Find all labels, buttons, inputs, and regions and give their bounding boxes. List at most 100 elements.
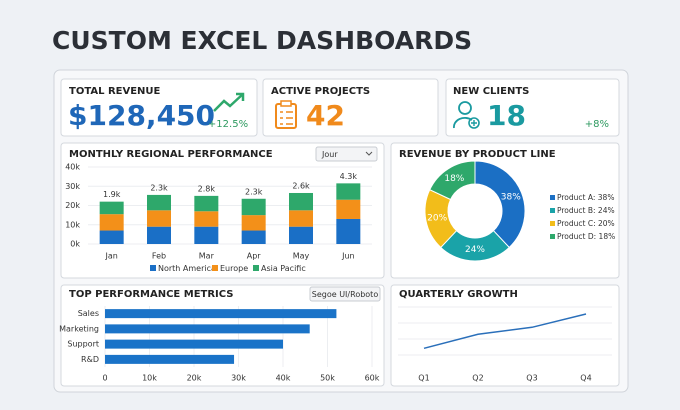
- legend-swatch: [550, 208, 555, 213]
- x-tick-label: Q3: [526, 374, 537, 383]
- donut-slice: [429, 160, 476, 201]
- legend-label: Product C: 20%: [557, 219, 615, 228]
- legend-label: North America: [158, 264, 216, 273]
- client-icon: [471, 120, 477, 126]
- total-label: 2.6k: [292, 181, 310, 190]
- bar-segment: [241, 215, 266, 231]
- bar-segment: [241, 198, 266, 216]
- legend-label: Product B: 24%: [557, 206, 615, 215]
- bar-segment: [241, 230, 266, 244]
- x-tick-label: Jan: [104, 252, 117, 261]
- client-icon: [458, 101, 472, 115]
- x-tick-label: 10k: [142, 374, 157, 383]
- total-label: 2.8k: [198, 184, 216, 193]
- y-tick-label: 10k: [65, 220, 80, 229]
- dropdown-label: Jour: [321, 150, 338, 159]
- x-tick-label: Q2: [472, 374, 483, 383]
- bar-segment: [289, 210, 313, 227]
- clipboard-icon: [280, 111, 293, 125]
- bar: [105, 354, 235, 364]
- font-button[interactable]: [309, 286, 381, 302]
- legend-label: Europe: [220, 264, 248, 273]
- bar-segment: [194, 226, 219, 244]
- y-tick-label: 20k: [65, 201, 80, 210]
- slice-label: 38%: [501, 192, 521, 202]
- legend-label: Product D: 18%: [557, 232, 615, 241]
- trend-icon: [236, 92, 245, 101]
- x-tick-label: May: [293, 252, 310, 261]
- x-tick-label: Feb: [152, 252, 166, 261]
- kpi-value: 42: [306, 99, 345, 132]
- chart-card: [390, 284, 620, 387]
- dropdown[interactable]: [315, 146, 378, 162]
- x-tick-label: Mar: [199, 252, 215, 261]
- bar: [105, 309, 337, 319]
- legend-label: Product A: 38%: [557, 193, 614, 202]
- bar: [105, 324, 310, 334]
- y-tick-label: 30k: [65, 182, 80, 191]
- x-tick-label: 0: [102, 374, 107, 383]
- bar-segment: [289, 192, 313, 211]
- legend-swatch: [550, 234, 555, 239]
- bar-segment: [289, 226, 313, 244]
- bar-segment: [99, 201, 124, 215]
- bar: [105, 339, 283, 349]
- y-tick-label: R&D: [81, 355, 99, 364]
- legend-swatch: [212, 265, 218, 271]
- total-label: 2.3k: [245, 187, 263, 196]
- bar-segment: [336, 183, 361, 200]
- kpi-card: [60, 78, 258, 137]
- donut-slice: [474, 160, 526, 249]
- bar-segment: [336, 218, 361, 244]
- client-icon: [468, 117, 480, 129]
- kpi-value: 18: [487, 99, 526, 132]
- x-tick-label: 60k: [365, 374, 380, 383]
- client-icon: [453, 116, 473, 129]
- grid-decoration: [398, 306, 612, 356]
- legend-swatch: [253, 265, 259, 271]
- line: [423, 313, 587, 350]
- chart-title: QUARTERLY GROWTH: [399, 289, 518, 300]
- slice-label: 24%: [465, 245, 485, 255]
- total-label: 4.3k: [340, 172, 358, 181]
- chart-title: REVENUE BY PRODUCT LINE: [399, 149, 556, 160]
- slice-label: 18%: [444, 174, 464, 184]
- x-tick-label: Jun: [341, 252, 355, 261]
- x-tick-label: 50k: [320, 374, 335, 383]
- bar-segment: [194, 195, 219, 212]
- bar-segment: [147, 194, 171, 211]
- y-tick-label: Support: [67, 340, 99, 349]
- kpi-value: $128,450: [68, 99, 215, 132]
- x-tick-label: Apr: [247, 252, 262, 261]
- bar-segment: [99, 214, 124, 231]
- kpi-card: [445, 78, 620, 137]
- font-button-label: Segoe UI/Roboto: [312, 290, 379, 299]
- kpi-label: ACTIVE PROJECTS: [271, 86, 370, 97]
- x-tick-label: 20k: [187, 374, 202, 383]
- y-tick-label: 40k: [65, 163, 80, 172]
- chart-title: MONTHLY REGIONAL PERFORMANCE: [69, 149, 273, 160]
- legend-swatch: [550, 195, 555, 200]
- bar-segment: [147, 210, 171, 227]
- x-tick-label: 30k: [231, 374, 246, 383]
- bar-segment: [194, 211, 219, 227]
- kpi-label: NEW CLIENTS: [453, 86, 529, 97]
- total-label: 1.9k: [103, 190, 121, 199]
- slice-label: 20%: [427, 214, 447, 224]
- legend-label: Asia Pacific: [261, 264, 306, 273]
- x-tick-label: Q4: [580, 374, 591, 383]
- x-tick-label: 40k: [276, 374, 291, 383]
- total-label: 2.3k: [150, 183, 168, 192]
- y-tick-label: Sales: [78, 309, 99, 318]
- y-tick-label: 0k: [70, 240, 80, 249]
- kpi-label: TOTAL REVENUE: [69, 86, 161, 97]
- y-tick-label: Marketing: [59, 324, 99, 333]
- legend-swatch: [150, 265, 156, 271]
- trend-icon: [213, 93, 244, 112]
- x-tick-label: Q1: [418, 374, 429, 383]
- bar-segment: [99, 230, 124, 244]
- kpi-card: [262, 78, 439, 137]
- bar-segment: [147, 226, 171, 244]
- chart-title: TOP PERFORMANCE METRICS: [69, 289, 234, 300]
